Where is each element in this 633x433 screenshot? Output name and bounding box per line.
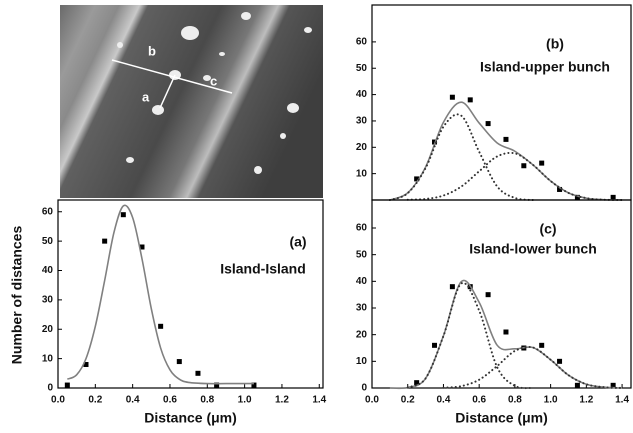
data-point: [503, 329, 509, 335]
data-point: [414, 176, 420, 182]
data-point: [610, 194, 616, 200]
data-point: [539, 160, 545, 166]
y-tick-label: 30: [356, 303, 368, 314]
data-point: [158, 323, 164, 329]
data-point: [610, 382, 616, 388]
y-tick-label: 20: [356, 329, 368, 340]
data-point: [539, 342, 545, 348]
data-point: [176, 359, 182, 365]
data-point: [557, 186, 563, 192]
image-label: a: [142, 89, 150, 104]
y-tick-label: 60: [356, 223, 368, 234]
distance-line: [111, 59, 233, 94]
y-axis-label: Number of distances: [9, 226, 25, 365]
data-point: [503, 136, 509, 142]
y-tick-label: 10: [42, 353, 54, 364]
y-tick-label: 50: [42, 236, 54, 247]
data-point: [64, 382, 70, 388]
x-tick-label: 0.0: [51, 395, 65, 406]
panel-title: Island-lower bunch: [469, 241, 597, 257]
y-tick-label: 40: [42, 265, 54, 276]
x-tick-label: 0.8: [200, 395, 214, 406]
panel-label: (b): [546, 36, 564, 52]
y-tick-label: 20: [42, 324, 54, 335]
data-point: [251, 382, 257, 388]
y-tick-label: 0: [361, 383, 367, 394]
x-tick-label: 1.4: [312, 395, 326, 406]
plot-frame: [371, 199, 632, 389]
stm-image: b c a: [60, 5, 323, 198]
y-tick-label: 30: [356, 116, 368, 127]
y-tick-label: 50: [356, 249, 368, 260]
y-tick-label: 40: [356, 89, 368, 100]
data-point: [139, 244, 145, 250]
y-tick-label: 10: [356, 356, 368, 367]
plot-frame: [371, 4, 632, 201]
data-point: [120, 212, 126, 218]
data-point: [449, 284, 455, 290]
image-label: c: [210, 73, 217, 88]
x-tick-label: 0.0: [365, 395, 379, 406]
y-tick-label: 50: [356, 63, 368, 74]
x-tick-label: 1.4: [615, 395, 629, 406]
y-tick-label: 60: [42, 206, 54, 217]
data-point: [557, 358, 563, 364]
fit-curve: [389, 279, 623, 390]
data-point: [214, 382, 220, 388]
y-tick-label: 30: [42, 295, 54, 306]
y-tick-label: 10: [356, 168, 368, 179]
y-tick-label: 40: [356, 276, 368, 287]
islands: [117, 12, 312, 174]
x-tick-label: 1.2: [579, 395, 593, 406]
data-point: [521, 163, 527, 169]
data-point: [102, 238, 108, 244]
y-tick-label: 20: [356, 142, 368, 153]
x-tick-label: 0.8: [508, 395, 522, 406]
x-tick-label: 0.4: [126, 395, 140, 406]
data-point: [485, 121, 491, 127]
x-tick-label: 1.0: [238, 395, 252, 406]
panel-title: Island-upper bunch: [480, 59, 610, 75]
x-tick-label: 0.6: [163, 395, 177, 406]
data-point: [467, 97, 473, 103]
y-tick-label: 0: [47, 383, 53, 394]
fit-curve: [389, 101, 623, 201]
x-tick-label: 0.2: [88, 395, 102, 406]
component-curve: [442, 345, 624, 389]
panel-label: (c): [539, 221, 556, 237]
x-tick-label: 0.2: [401, 395, 415, 406]
distance-line: [159, 74, 176, 109]
component-curve: [406, 281, 534, 390]
component-curve: [406, 151, 624, 201]
data-point: [195, 370, 201, 376]
data-point: [574, 382, 580, 388]
data-point: [414, 380, 420, 386]
x-tick-label: 0.4: [436, 395, 450, 406]
data-point: [432, 342, 438, 348]
x-tick-label: 1.0: [544, 395, 558, 406]
panel-label: (a): [289, 234, 306, 250]
data-point: [485, 292, 491, 298]
image-label: b: [148, 43, 156, 58]
fit-curve: [66, 204, 254, 385]
y-tick-label: 60: [356, 37, 368, 48]
x-axis-label: Distance (μm): [455, 410, 548, 426]
x-tick-label: 1.2: [275, 395, 289, 406]
data-point: [83, 362, 89, 367]
x-axis-label: Distance (μm): [144, 410, 237, 426]
x-tick-label: 0.6: [472, 395, 486, 406]
plot-frame: [57, 199, 324, 389]
panel-title: Island-Island: [220, 261, 306, 277]
data-point: [449, 94, 455, 100]
component-curve: [388, 113, 534, 201]
data-point: [574, 194, 580, 200]
